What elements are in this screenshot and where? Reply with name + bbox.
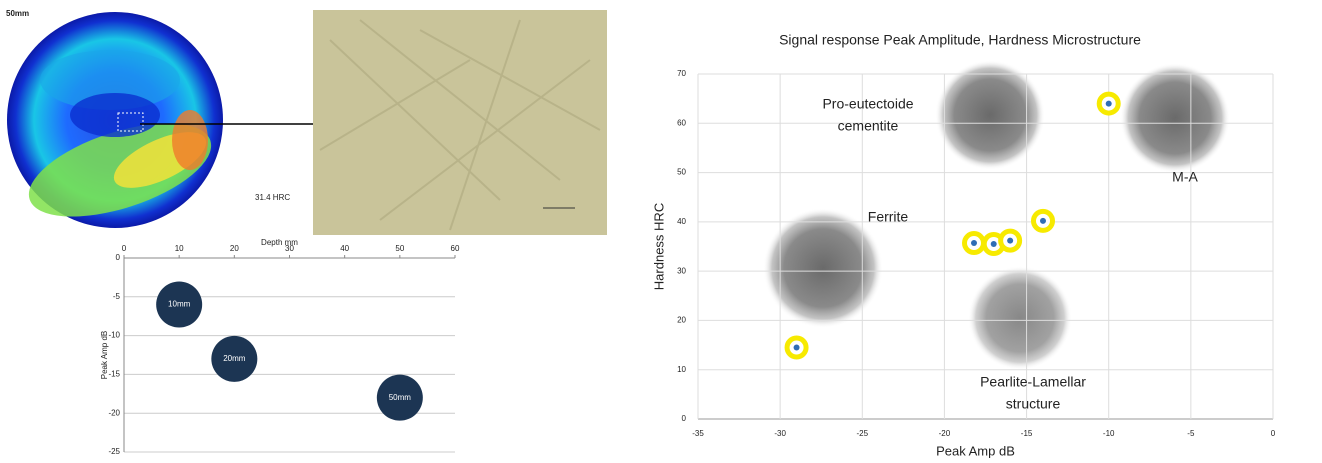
annotation: Pearlite-Lamellar bbox=[980, 374, 1086, 390]
y-tick-label: 0 bbox=[682, 414, 687, 423]
point-label: 20mm bbox=[223, 354, 246, 363]
x-tick-label: 20 bbox=[230, 244, 239, 253]
micrograph bbox=[313, 10, 607, 235]
x-tick-label: -5 bbox=[1187, 429, 1195, 438]
x-tick-label: -15 bbox=[1021, 429, 1033, 438]
x-tick-label: 10 bbox=[175, 244, 184, 253]
y-tick-label: -5 bbox=[113, 292, 121, 301]
y-tick-label: -25 bbox=[108, 447, 120, 456]
x-tick-label: 0 bbox=[1271, 429, 1276, 438]
chart-title: Signal response Peak Amplitude, Hardness… bbox=[779, 32, 1141, 48]
x-tick-label: 0 bbox=[122, 244, 127, 253]
y-tick-label: 50 bbox=[677, 168, 686, 177]
y-tick-label: 40 bbox=[677, 217, 686, 226]
x-tick-label: -10 bbox=[1103, 429, 1115, 438]
hardness-label: 31.4 HRC bbox=[255, 193, 290, 202]
x-tick-label: -20 bbox=[939, 429, 951, 438]
point bbox=[1106, 101, 1112, 107]
y-axis-label: Hardness HRC bbox=[651, 203, 666, 290]
y-tick-label: 10 bbox=[677, 365, 686, 374]
point bbox=[794, 345, 800, 351]
y-tick-label: 30 bbox=[677, 266, 686, 275]
point bbox=[1007, 238, 1013, 244]
y-tick-label: -15 bbox=[108, 370, 120, 379]
annotation: cementite bbox=[838, 118, 899, 134]
annotation: Ferrite bbox=[868, 209, 909, 225]
y-tick-label: 20 bbox=[677, 316, 686, 325]
point bbox=[971, 240, 977, 246]
figure: 50mm 31.4 HRC Depth mmPeak Amp dB0-5-10-… bbox=[0, 0, 1322, 463]
y-tick-label: -10 bbox=[108, 331, 120, 340]
y-tick-label: 70 bbox=[677, 69, 686, 78]
point-label: 10mm bbox=[168, 300, 191, 309]
x-tick-label: -25 bbox=[857, 429, 869, 438]
annotation: structure bbox=[1006, 396, 1061, 412]
x-tick-label: -35 bbox=[692, 429, 704, 438]
x-tick-label: 30 bbox=[285, 244, 294, 253]
x-tick-label: -30 bbox=[774, 429, 786, 438]
x-tick-label: 50 bbox=[395, 244, 404, 253]
annotation: Pro-eutectoide bbox=[822, 96, 913, 112]
x-tick-label: 40 bbox=[340, 244, 349, 253]
annotation: M-A bbox=[1172, 169, 1198, 185]
x-tick-label: 60 bbox=[451, 244, 460, 253]
y-tick-label: 0 bbox=[116, 253, 121, 262]
y-tick-label: 60 bbox=[677, 118, 686, 127]
x-axis-label: Peak Amp dB bbox=[936, 443, 1015, 458]
point bbox=[991, 241, 997, 247]
y-tick-label: -20 bbox=[108, 408, 120, 417]
point bbox=[1040, 218, 1046, 224]
scan-label: 50mm bbox=[6, 9, 29, 18]
point-label: 50mm bbox=[389, 393, 412, 402]
